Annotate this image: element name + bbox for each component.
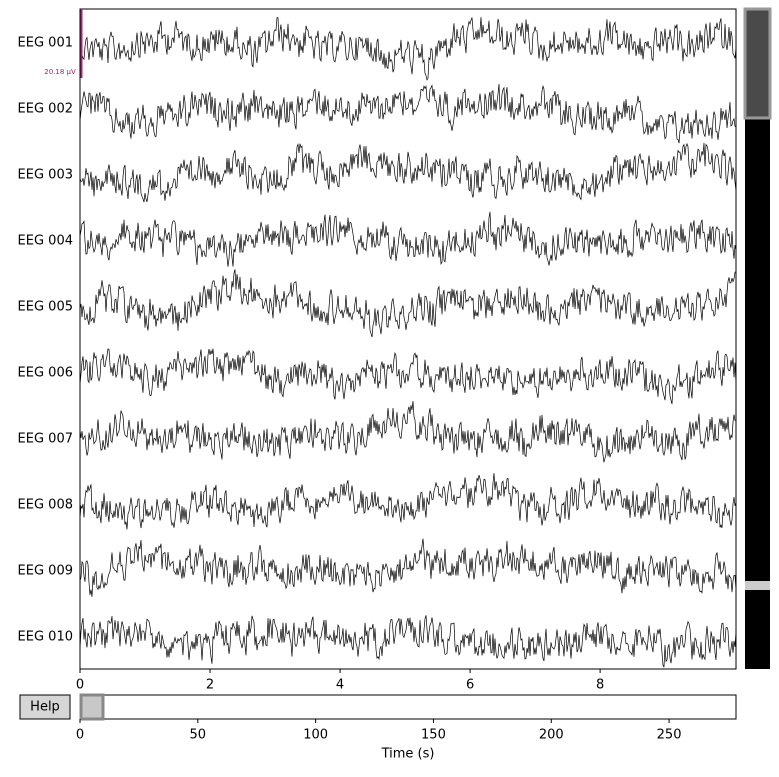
- channel-label: EEG 001: [18, 36, 73, 51]
- eeg-trace: [80, 401, 736, 463]
- tick-label: 50: [190, 728, 207, 743]
- eeg-trace: [80, 83, 736, 144]
- traces: [80, 17, 736, 668]
- eeg-trace: [80, 142, 736, 203]
- overview-bar[interactable]: [79, 694, 737, 720]
- tick-label: 2: [206, 678, 214, 693]
- channel-label: EEG 005: [18, 300, 73, 315]
- channel-label: EEG 010: [18, 630, 73, 645]
- channel-label: EEG 009: [18, 564, 73, 579]
- tick-label: 8: [596, 678, 604, 693]
- eeg-trace: [80, 17, 736, 81]
- view-window[interactable]: [79, 693, 105, 721]
- x-axis-label: Time (s): [381, 747, 435, 762]
- tick-label: 250: [657, 728, 682, 743]
- channel-label: EEG 008: [18, 498, 73, 513]
- eeg-trace: [80, 538, 736, 597]
- tick-label: 150: [421, 728, 446, 743]
- help-label[interactable]: Help: [30, 700, 60, 715]
- eeg-trace: [80, 473, 736, 530]
- eeg-trace: [80, 615, 736, 668]
- plot-area: [79, 8, 737, 670]
- scrollbar-thumb[interactable]: [743, 7, 772, 120]
- channel-label: EEG 002: [18, 102, 73, 117]
- scale-label: 20.18 µV: [44, 68, 76, 76]
- tick-label: 0: [76, 678, 84, 693]
- eeg-trace: [80, 269, 736, 338]
- scrollbar-marker: [745, 581, 770, 590]
- help-button[interactable]: [19, 694, 71, 720]
- tick-label: 6: [466, 678, 474, 693]
- tick-label: 200: [539, 728, 564, 743]
- tick-label: 4: [336, 678, 344, 693]
- tick-label: 100: [303, 728, 328, 743]
- channel-label: EEG 004: [18, 234, 73, 249]
- channel-label: EEG 006: [18, 366, 73, 381]
- channel-label: EEG 007: [18, 432, 73, 447]
- channel-label: EEG 003: [18, 168, 73, 183]
- eeg-trace: [80, 348, 736, 405]
- tick-label: 0: [76, 728, 84, 743]
- eeg-trace: [80, 211, 736, 267]
